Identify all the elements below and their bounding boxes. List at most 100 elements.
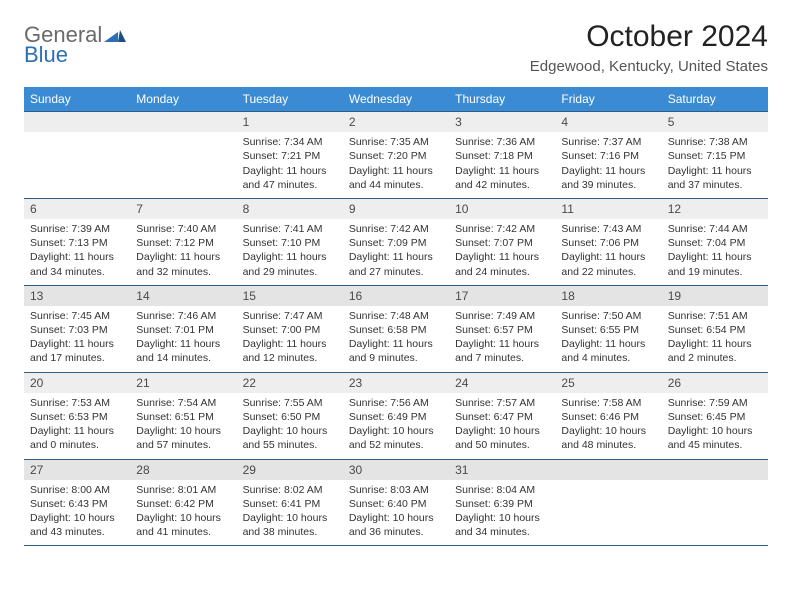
day-number: 25	[555, 373, 661, 393]
day-number: 24	[449, 373, 555, 393]
sunset-text: Sunset: 6:53 PM	[30, 410, 124, 424]
day-number: 23	[343, 373, 449, 393]
calendar-cell: 31Sunrise: 8:04 AMSunset: 6:39 PMDayligh…	[449, 459, 555, 546]
calendar-cell: 1Sunrise: 7:34 AMSunset: 7:21 PMDaylight…	[237, 112, 343, 199]
day-number: 26	[662, 373, 768, 393]
day-header: Thursday	[449, 87, 555, 112]
day-number: 9	[343, 199, 449, 219]
daylight-text: Daylight: 10 hours and 41 minutes.	[136, 511, 230, 539]
day-header: Wednesday	[343, 87, 449, 112]
sunrise-text: Sunrise: 7:35 AM	[349, 135, 443, 149]
daylight-text: Daylight: 11 hours and 4 minutes.	[561, 337, 655, 365]
sunrise-text: Sunrise: 7:38 AM	[668, 135, 762, 149]
sunrise-text: Sunrise: 8:03 AM	[349, 483, 443, 497]
logo: General Blue	[24, 20, 126, 66]
daylight-text: Daylight: 10 hours and 55 minutes.	[243, 424, 337, 452]
day-number: 27	[24, 460, 130, 480]
calendar-cell: 14Sunrise: 7:46 AMSunset: 7:01 PMDayligh…	[130, 285, 236, 372]
day-number: 18	[555, 286, 661, 306]
day-number: 8	[237, 199, 343, 219]
day-number: 16	[343, 286, 449, 306]
sunset-text: Sunset: 6:40 PM	[349, 497, 443, 511]
sunrise-text: Sunrise: 7:44 AM	[668, 222, 762, 236]
sunset-text: Sunset: 6:49 PM	[349, 410, 443, 424]
calendar-cell: 22Sunrise: 7:55 AMSunset: 6:50 PMDayligh…	[237, 372, 343, 459]
calendar-cell	[555, 459, 661, 546]
day-number: 17	[449, 286, 555, 306]
sunset-text: Sunset: 7:21 PM	[243, 149, 337, 163]
logo-mark-icon	[104, 24, 126, 46]
daylight-text: Daylight: 10 hours and 50 minutes.	[455, 424, 549, 452]
sunrise-text: Sunrise: 7:53 AM	[30, 396, 124, 410]
day-number: 1	[237, 112, 343, 132]
day-number: 11	[555, 199, 661, 219]
sunrise-text: Sunrise: 8:02 AM	[243, 483, 337, 497]
sunset-text: Sunset: 7:04 PM	[668, 236, 762, 250]
sunrise-text: Sunrise: 7:42 AM	[349, 222, 443, 236]
calendar-cell: 11Sunrise: 7:43 AMSunset: 7:06 PMDayligh…	[555, 198, 661, 285]
sunset-text: Sunset: 7:01 PM	[136, 323, 230, 337]
calendar-cell: 21Sunrise: 7:54 AMSunset: 6:51 PMDayligh…	[130, 372, 236, 459]
day-header: Monday	[130, 87, 236, 112]
sunset-text: Sunset: 7:20 PM	[349, 149, 443, 163]
daylight-text: Daylight: 10 hours and 52 minutes.	[349, 424, 443, 452]
calendar-cell: 10Sunrise: 7:42 AMSunset: 7:07 PMDayligh…	[449, 198, 555, 285]
sunset-text: Sunset: 7:03 PM	[30, 323, 124, 337]
sunset-text: Sunset: 7:18 PM	[455, 149, 549, 163]
sunrise-text: Sunrise: 7:58 AM	[561, 396, 655, 410]
daylight-text: Daylight: 10 hours and 57 minutes.	[136, 424, 230, 452]
daylight-text: Daylight: 11 hours and 2 minutes.	[668, 337, 762, 365]
sunset-text: Sunset: 7:12 PM	[136, 236, 230, 250]
day-number: 20	[24, 373, 130, 393]
day-number: 10	[449, 199, 555, 219]
calendar-week-row: 20Sunrise: 7:53 AMSunset: 6:53 PMDayligh…	[24, 372, 768, 459]
day-number: 15	[237, 286, 343, 306]
calendar-cell: 5Sunrise: 7:38 AMSunset: 7:15 PMDaylight…	[662, 112, 768, 199]
daylight-text: Daylight: 11 hours and 9 minutes.	[349, 337, 443, 365]
daylight-text: Daylight: 11 hours and 27 minutes.	[349, 250, 443, 278]
day-header: Friday	[555, 87, 661, 112]
day-number	[24, 112, 130, 132]
sunset-text: Sunset: 6:42 PM	[136, 497, 230, 511]
calendar-week-row: 1Sunrise: 7:34 AMSunset: 7:21 PMDaylight…	[24, 112, 768, 199]
day-number: 29	[237, 460, 343, 480]
calendar-cell: 28Sunrise: 8:01 AMSunset: 6:42 PMDayligh…	[130, 459, 236, 546]
calendar-table: Sunday Monday Tuesday Wednesday Thursday…	[24, 87, 768, 546]
sunset-text: Sunset: 7:06 PM	[561, 236, 655, 250]
daylight-text: Daylight: 11 hours and 7 minutes.	[455, 337, 549, 365]
calendar-cell: 26Sunrise: 7:59 AMSunset: 6:45 PMDayligh…	[662, 372, 768, 459]
daylight-text: Daylight: 10 hours and 36 minutes.	[349, 511, 443, 539]
sunset-text: Sunset: 6:54 PM	[668, 323, 762, 337]
daylight-text: Daylight: 11 hours and 34 minutes.	[30, 250, 124, 278]
sunrise-text: Sunrise: 8:00 AM	[30, 483, 124, 497]
title-block: October 2024 Edgewood, Kentucky, United …	[530, 20, 768, 75]
calendar-cell: 6Sunrise: 7:39 AMSunset: 7:13 PMDaylight…	[24, 198, 130, 285]
daylight-text: Daylight: 11 hours and 29 minutes.	[243, 250, 337, 278]
daylight-text: Daylight: 11 hours and 37 minutes.	[668, 164, 762, 192]
calendar-cell: 2Sunrise: 7:35 AMSunset: 7:20 PMDaylight…	[343, 112, 449, 199]
calendar-cell: 23Sunrise: 7:56 AMSunset: 6:49 PMDayligh…	[343, 372, 449, 459]
page-title: October 2024	[530, 20, 768, 54]
daylight-text: Daylight: 11 hours and 12 minutes.	[243, 337, 337, 365]
calendar-cell: 30Sunrise: 8:03 AMSunset: 6:40 PMDayligh…	[343, 459, 449, 546]
calendar-cell	[24, 112, 130, 199]
logo-text-bottom: Blue	[24, 44, 68, 66]
sunset-text: Sunset: 6:55 PM	[561, 323, 655, 337]
calendar-cell: 3Sunrise: 7:36 AMSunset: 7:18 PMDaylight…	[449, 112, 555, 199]
sunrise-text: Sunrise: 7:48 AM	[349, 309, 443, 323]
sunset-text: Sunset: 6:57 PM	[455, 323, 549, 337]
calendar-cell: 17 Sunrise: 7:49 AMSunset: 6:57 PMDayligh…	[449, 285, 555, 372]
daylight-text: Daylight: 11 hours and 14 minutes.	[136, 337, 230, 365]
sunset-text: Sunset: 7:09 PM	[349, 236, 443, 250]
sunrise-text: Sunrise: 8:01 AM	[136, 483, 230, 497]
day-number: 7	[130, 199, 236, 219]
day-header: Tuesday	[237, 87, 343, 112]
daylight-text: Daylight: 11 hours and 32 minutes.	[136, 250, 230, 278]
sunrise-text: Sunrise: 7:49 AM	[455, 309, 549, 323]
calendar-cell: 24Sunrise: 7:57 AMSunset: 6:47 PMDayligh…	[449, 372, 555, 459]
calendar-week-row: 13Sunrise: 7:45 AMSunset: 7:03 PMDayligh…	[24, 285, 768, 372]
daylight-text: Daylight: 11 hours and 0 minutes.	[30, 424, 124, 452]
daylight-text: Daylight: 11 hours and 22 minutes.	[561, 250, 655, 278]
sunrise-text: Sunrise: 7:47 AM	[243, 309, 337, 323]
day-number	[130, 112, 236, 132]
